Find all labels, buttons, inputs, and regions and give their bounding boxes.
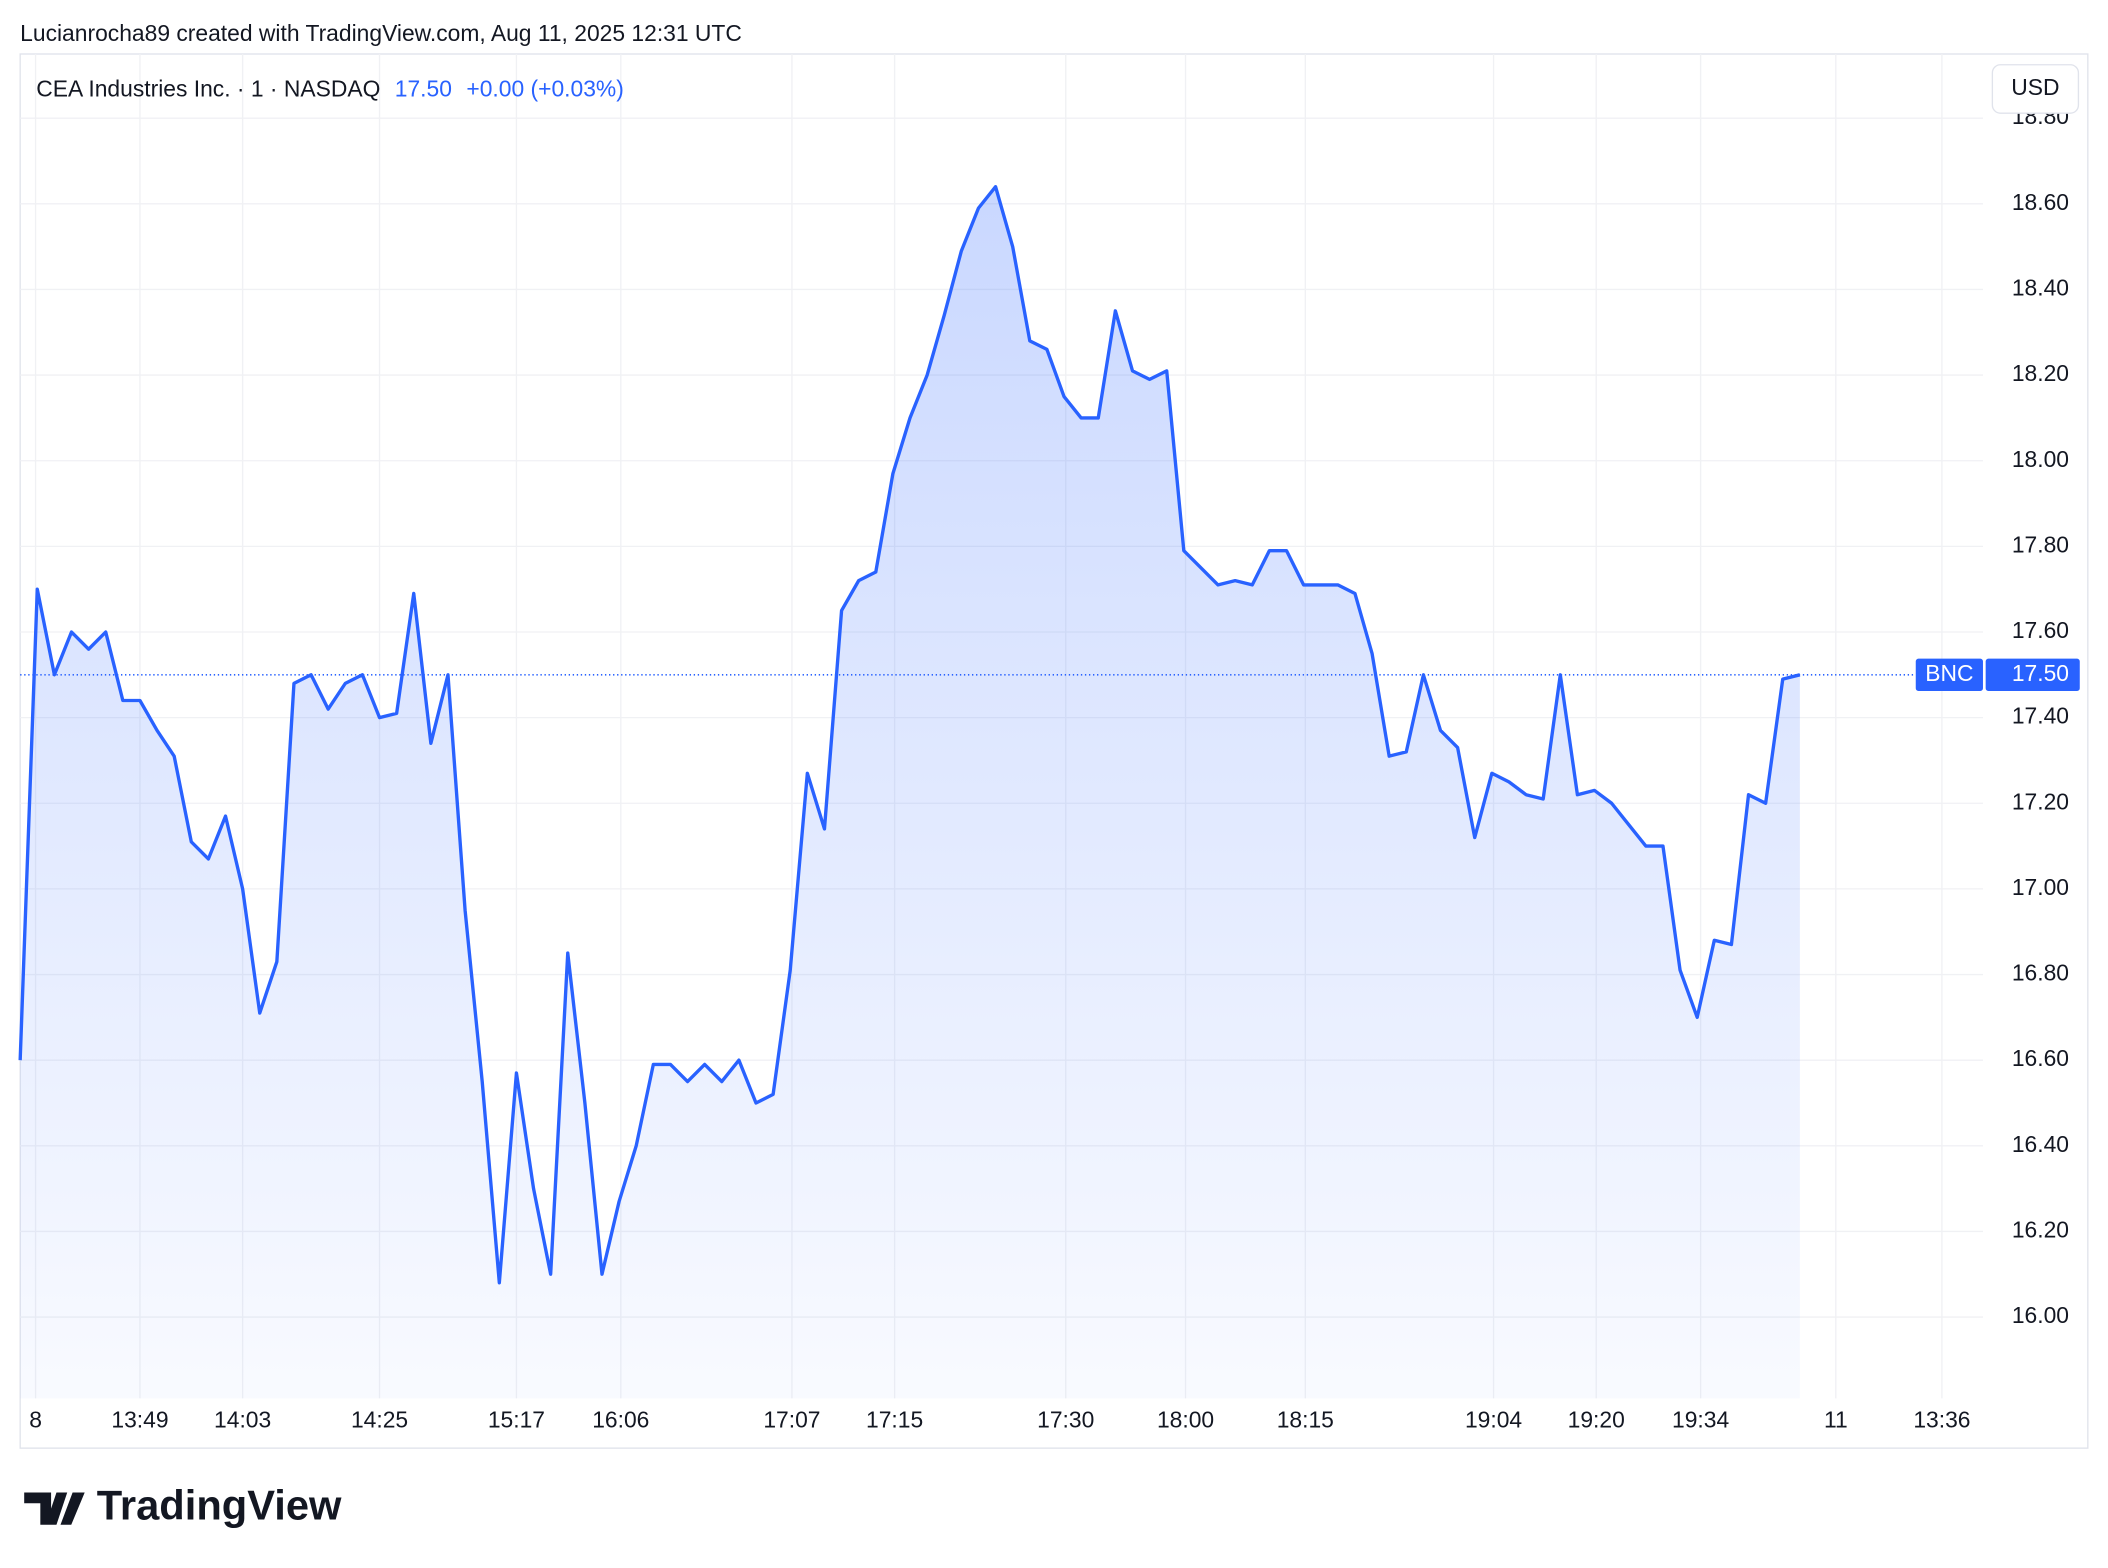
x-tick-label: 19:20 <box>1568 1406 1625 1432</box>
chart-frame <box>19 53 2089 1449</box>
x-tick-label: 11 <box>1824 1406 1848 1432</box>
price-line <box>18 185 1801 1285</box>
y-tick-label: 18.60 <box>2012 189 2069 215</box>
y-tick-label: 17.20 <box>2012 788 2069 814</box>
y-tick-label: 16.80 <box>2012 960 2069 986</box>
y-tick-label: 16.40 <box>2012 1131 2069 1157</box>
x-tick-label: 19:04 <box>1465 1406 1522 1432</box>
y-tick-label: 17.40 <box>2012 703 2069 729</box>
legend: CEA Industries Inc. · 1 · NASDAQ 17.50 +… <box>36 75 624 101</box>
symbol-title: CEA Industries Inc. · 1 · NASDAQ <box>36 75 380 101</box>
x-tick-label: 17:15 <box>866 1406 923 1432</box>
legend-price: 17.50 <box>395 75 452 101</box>
y-tick-label: 16.20 <box>2012 1216 2069 1242</box>
x-tick-label: 18:15 <box>1277 1406 1334 1432</box>
y-tick-label: 16.00 <box>2012 1302 2069 1328</box>
y-tick-label: 17.00 <box>2012 874 2069 900</box>
x-tick-label: 14:25 <box>351 1406 408 1432</box>
x-tick-label: 13:36 <box>1913 1406 1970 1432</box>
logo: TradingView <box>24 1482 342 1529</box>
y-tick-label: 16.60 <box>2012 1045 2069 1071</box>
x-tick-label: 19:34 <box>1672 1406 1729 1432</box>
x-tick-label: 15:17 <box>488 1406 545 1432</box>
brand: TradingView <box>97 1482 342 1529</box>
symbol-badge-bg <box>1915 658 1983 691</box>
attribution: Lucianrocha89 created with TradingView.c… <box>20 20 742 46</box>
y-tick-label: 17.80 <box>2012 531 2069 557</box>
last-price-badge-bg <box>1985 658 2080 691</box>
x-tick-label: 17:07 <box>763 1406 820 1432</box>
currency-button[interactable] <box>1991 64 2080 114</box>
legend-change: +0.00 (+0.03%) <box>466 75 623 101</box>
symbol-badge: BNC <box>1925 660 1973 686</box>
x-tick-label: 8 <box>29 1406 42 1432</box>
currency[interactable]: USD <box>2011 74 2059 100</box>
x-tick-label: 16:06 <box>592 1406 649 1432</box>
axes: 16.00 16.20 16.40 16.60 16.80 17.00 17.20 17.40… <box>29 103 2080 1432</box>
y-tick-label: 18.40 <box>2012 275 2069 301</box>
x-tick-label: 13:49 <box>111 1406 168 1432</box>
y-tick-label: 17.60 <box>2012 617 2069 643</box>
x-tick-label: 17:30 <box>1037 1406 1094 1432</box>
y-tick-label: 18.00 <box>2012 446 2069 472</box>
area-fill <box>20 186 1800 1399</box>
x-tick-label: 18:00 <box>1157 1406 1214 1432</box>
plot <box>18 185 1916 1399</box>
y-tick-label: 18.20 <box>2012 360 2069 386</box>
logo-mark <box>24 1492 85 1525</box>
last-price-badge: 17.50 <box>2012 660 2069 686</box>
x-tick-label: 14:03 <box>214 1406 271 1432</box>
